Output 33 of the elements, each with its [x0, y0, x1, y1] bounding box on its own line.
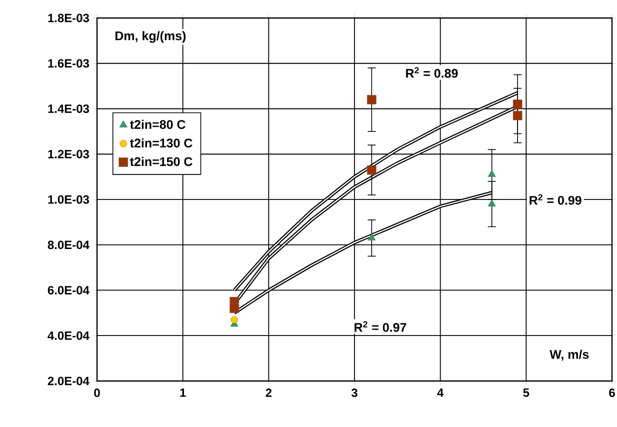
- legend-label: t2in=150 C: [130, 156, 192, 166]
- point: [488, 199, 496, 206]
- legend-label: t2in=80 C: [130, 120, 186, 129]
- y-tick-label: 8.0E-04: [48, 240, 90, 250]
- point: [488, 170, 496, 177]
- x-tick-label: 3: [351, 388, 358, 398]
- point: [368, 233, 376, 240]
- point: [512, 100, 522, 109]
- x-tick-label: 0: [94, 388, 100, 398]
- y-tick-label: 1.2E-03: [48, 150, 90, 158]
- x-tick-label: 4: [437, 388, 444, 397]
- y-tick-label: 6.0E-04: [48, 286, 90, 294]
- point: [367, 165, 376, 175]
- y-tick-label: 2.0E-04: [48, 376, 90, 386]
- point: [512, 110, 522, 120]
- annotation: R$^{2}$ = 0.99: [530, 194, 582, 205]
- y-tick-label: 1.8E-03: [48, 14, 90, 22]
- point: [367, 95, 376, 104]
- y-tick-label: 4.0E-04: [48, 331, 90, 340]
- x-tick-label: 2: [266, 388, 272, 397]
- annotation: R$^{2}$ = 0.89: [406, 67, 458, 78]
- legend-label: t2in=130 C: [130, 138, 192, 148]
- point: [230, 304, 239, 314]
- y-tick-label: 1.0E-03: [48, 195, 90, 204]
- x-tick-label: 1: [180, 388, 186, 397]
- point: [230, 316, 238, 324]
- x-tick-label: 6: [609, 388, 615, 398]
- y-tick-label: 1.4E-03: [48, 104, 90, 114]
- y-tick-label: 1.6E-03: [48, 59, 90, 68]
- y-axis-title: Dm, kg/(ms): [115, 31, 186, 43]
- x-axis-title: W, m/s: [550, 350, 589, 361]
- annotation: R$^{2}$ = 0.97: [354, 321, 406, 332]
- x-tick-label: 5: [523, 388, 530, 397]
